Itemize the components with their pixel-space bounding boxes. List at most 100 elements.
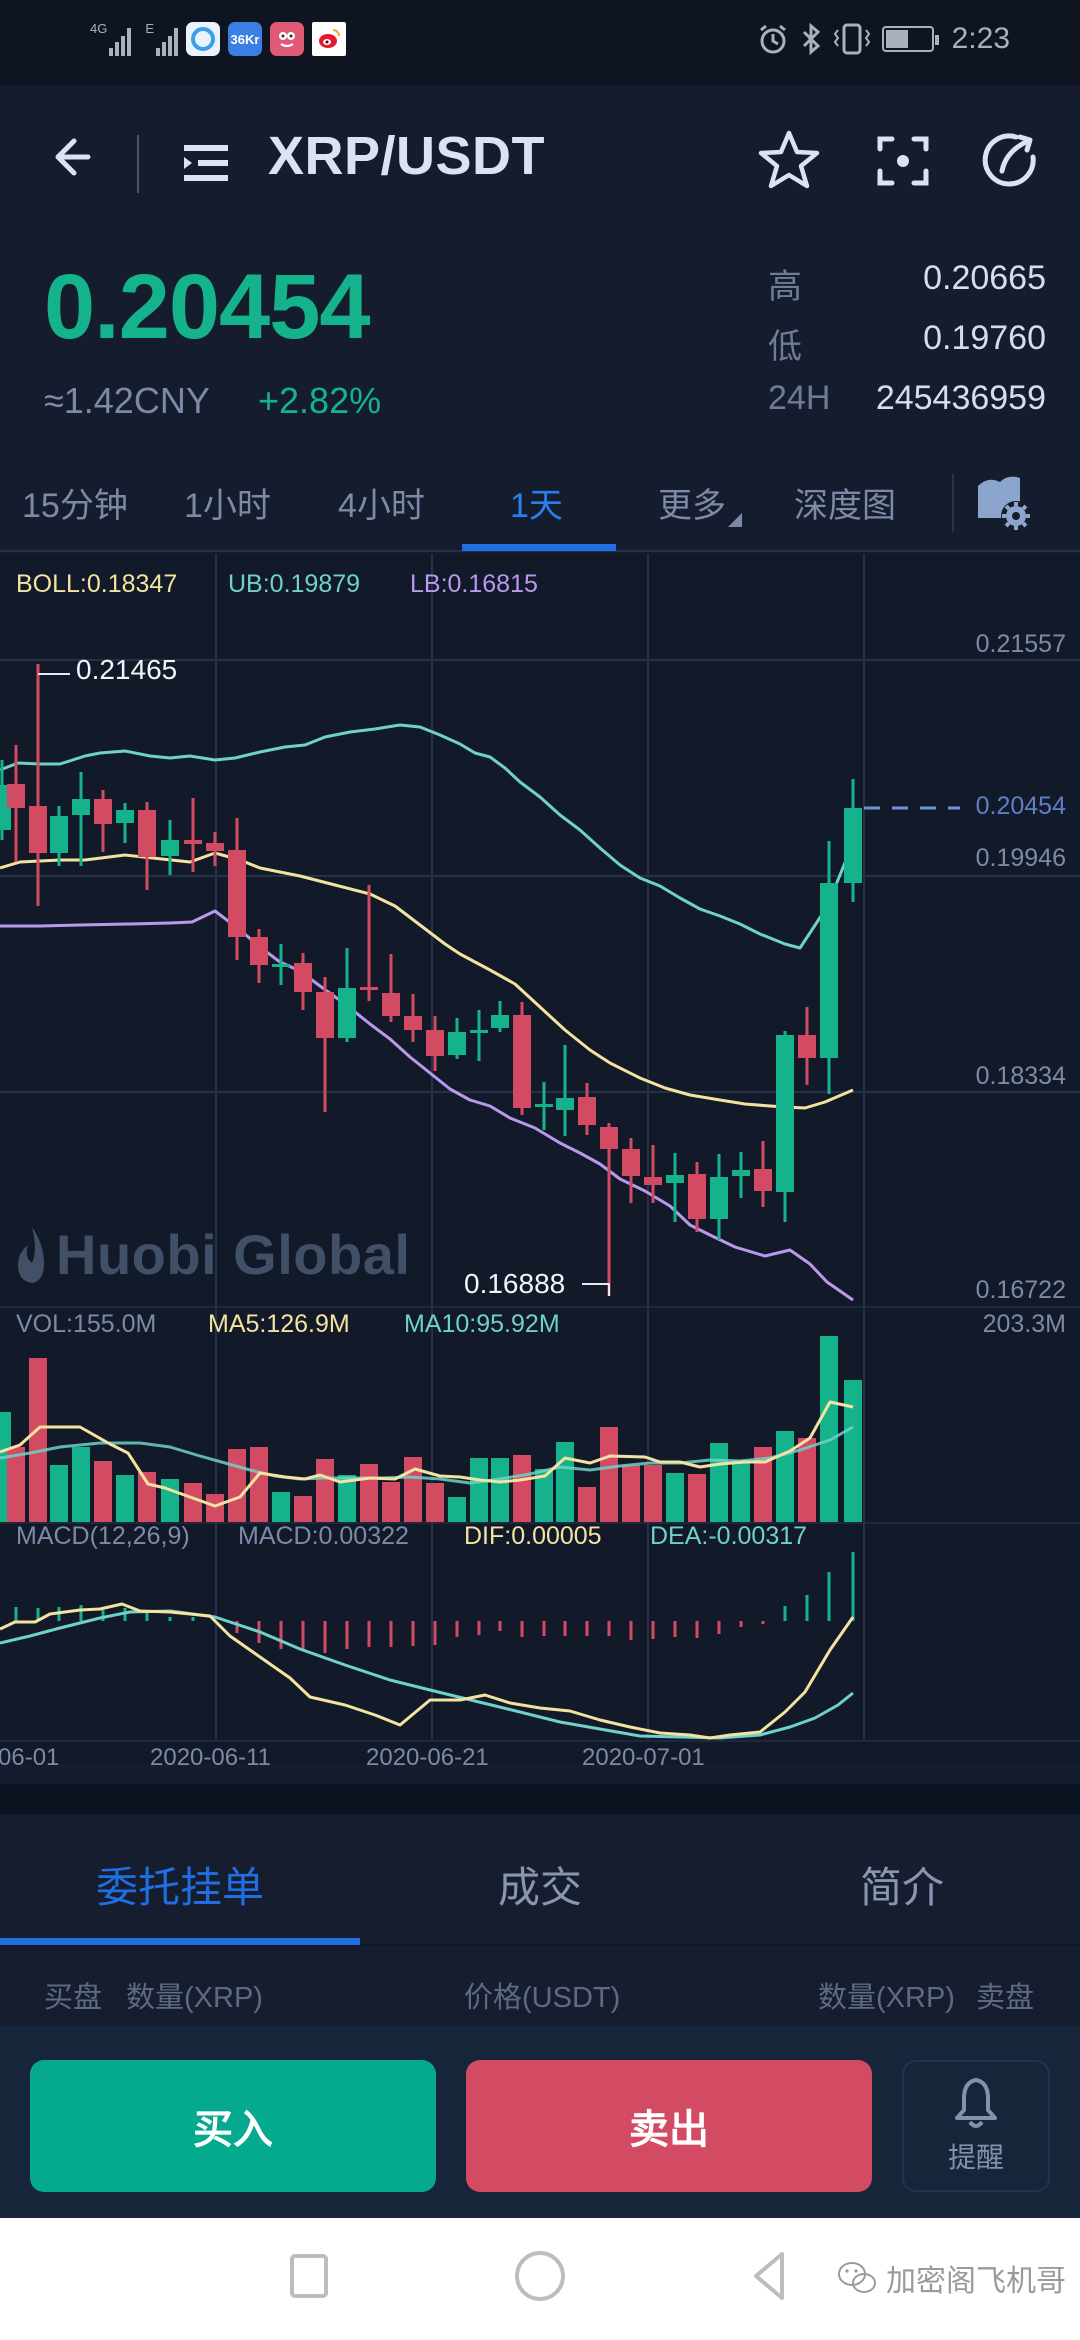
tab-1d[interactable]: 1天 [510, 487, 563, 525]
volume-row: 24H 245436959 [768, 379, 1046, 429]
action-bar: 买入 卖出 提醒 [0, 2026, 1080, 2218]
date-tick-0: 06-01 [0, 1744, 60, 1771]
buy-button[interactable]: 买入 [30, 2060, 436, 2192]
vibrate-icon [833, 23, 870, 55]
ticker-summary: 0.20454 ≈1.42CNY +2.82% 高 0.20665 低 0.19… [0, 235, 1080, 435]
back-arrow-icon[interactable] [38, 127, 98, 187]
dea-value: DEA:-0.00317 [650, 1522, 808, 1550]
huobi-watermark: Huobi Global [14, 1222, 410, 1287]
high-row: 高 0.20665 [768, 259, 1046, 309]
wechat-watermark: 加密阁飞机哥 [836, 2256, 1066, 2300]
kline-chart-canvas[interactable] [0, 554, 1080, 1764]
axis-price-mid: 0.18334 [975, 1062, 1066, 1090]
tab-trades[interactable]: 成交 [498, 1864, 583, 1911]
macd-title: MACD(12,26,9) [16, 1522, 190, 1550]
tabs-divider [952, 474, 954, 532]
home-circle-icon[interactable] [510, 2246, 570, 2306]
signal-4g-icon: 4G [90, 21, 132, 56]
recents-square-icon[interactable] [280, 2246, 340, 2306]
status-left: 4G E 36Kr [90, 21, 347, 56]
detail-tab-indicator [0, 1938, 360, 1945]
huobi-flame-icon [18, 1226, 44, 1283]
volume-value: 245436959 [875, 379, 1046, 417]
alert-button[interactable]: 提醒 [902, 2060, 1050, 2192]
tab-depth-chart[interactable]: 深度图 [794, 487, 896, 525]
high-label: 高 [768, 268, 802, 306]
price-label: 价格(USDT) [464, 1982, 621, 2014]
min-price-marker: 0.16888 [464, 1268, 566, 1299]
battery-icon [881, 26, 939, 52]
dif-value: DIF:0.00005 [464, 1522, 602, 1550]
watermark-author: 加密阁飞机哥 [886, 2265, 1066, 2298]
vol-label: VOL:155.0M [16, 1310, 157, 1338]
bluetooth-icon [802, 22, 820, 56]
section-gap [0, 1784, 1080, 1814]
axis-price-bottom: 0.16722 [975, 1276, 1066, 1304]
low-row: 低 0.19760 [768, 319, 1046, 369]
ub-label: UB:0.19879 [228, 570, 361, 598]
axis-price-top: 0.21557 [975, 630, 1066, 658]
weibo-app-icon [312, 22, 347, 56]
max-price-marker: 0.21465 [76, 654, 178, 685]
ask-label: 卖盘 [976, 1982, 1035, 2014]
back-triangle-icon[interactable] [740, 2246, 800, 2306]
date-tick-1: 2020-06-11 [150, 1744, 271, 1771]
cny-price: ≈1.42CNY [44, 380, 210, 421]
android-nav-bar: 加密阁飞机哥 [0, 2218, 1080, 2340]
watermark-text: Huobi Global [56, 1223, 411, 1286]
alert-label: 提醒 [947, 2142, 1004, 2173]
chart-settings-icon[interactable] [974, 472, 1034, 534]
header: XRP/USDT [0, 85, 1080, 235]
tab-4h[interactable]: 4小时 [338, 487, 425, 525]
ma10-label: MA10:95.92M [404, 1310, 560, 1338]
kline-chart[interactable]: BOLL:0.18347 UB:0.19879 LB:0.16815 0.215… [0, 554, 1080, 1771]
price-change-percent: +2.82% [258, 380, 382, 421]
wechat-icon [838, 2262, 876, 2293]
dropdown-corner-icon [728, 513, 742, 527]
menu-list-icon[interactable] [178, 135, 234, 191]
tab-intro[interactable]: 简介 [860, 1864, 945, 1911]
scan-icon[interactable] [870, 127, 936, 193]
network-type-label: 4G [90, 21, 108, 36]
tab-open-orders[interactable]: 委托挂单 [96, 1864, 265, 1911]
date-tick-2: 2020-06-21 [366, 1744, 489, 1771]
current-price-tag: 0.20454 [975, 792, 1066, 821]
ask-qty-label: 数量(XRP) [818, 1982, 955, 2014]
low-value: 0.19760 [923, 319, 1046, 357]
bell-icon [955, 2078, 997, 2128]
ma5-label: MA5:126.9M [208, 1310, 350, 1338]
tab-more[interactable]: 更多 [658, 478, 742, 527]
active-tab-indicator [462, 544, 616, 551]
date-tick-3: 2020-07-01 [582, 1744, 705, 1771]
share-icon[interactable] [976, 127, 1042, 193]
star-icon[interactable] [756, 127, 822, 193]
clock: 2:23 [951, 22, 1010, 55]
tab-1h[interactable]: 1小时 [184, 487, 271, 525]
tab-more-label: 更多 [658, 487, 726, 525]
header-divider [137, 135, 139, 193]
volume-label: 24H [768, 379, 831, 417]
detail-tabs: 委托挂单 成交 简介 [0, 1814, 1080, 1946]
axis-price-upper: 0.19946 [975, 844, 1066, 872]
signal-e-icon: E [145, 21, 179, 56]
alarm-icon [759, 24, 786, 54]
36kr-app-icon: 36Kr [228, 22, 263, 56]
frog-app-icon [270, 22, 305, 56]
orderbook-header: 买盘 数量(XRP) 价格(USDT) 数量(XRP) 卖盘 [0, 1946, 1080, 2026]
period-tabs: 15分钟 1小时 4小时 1天 更多 深度图 [0, 460, 1080, 552]
tab-15min[interactable]: 15分钟 [22, 487, 128, 525]
sell-button[interactable]: 卖出 [466, 2060, 872, 2192]
network-type-label-2: E [145, 21, 155, 36]
last-price: 0.20454 [44, 256, 371, 358]
boll-label: BOLL:0.18347 [16, 570, 178, 598]
vol-axis-max: 203.3M [982, 1310, 1066, 1338]
bid-label: 买盘 [44, 1982, 103, 2014]
macd-value: MACD:0.00322 [238, 1522, 409, 1550]
low-label: 低 [768, 328, 802, 366]
pair-title[interactable]: XRP/USDT [268, 126, 546, 186]
qq-browser-app-icon [186, 22, 221, 56]
status-right: 2:23 [756, 22, 1010, 56]
bid-qty-label: 数量(XRP) [126, 1982, 263, 2014]
status-bar: 4G E 36Kr 2:23 [0, 0, 1080, 85]
high-value: 0.20665 [923, 259, 1046, 297]
